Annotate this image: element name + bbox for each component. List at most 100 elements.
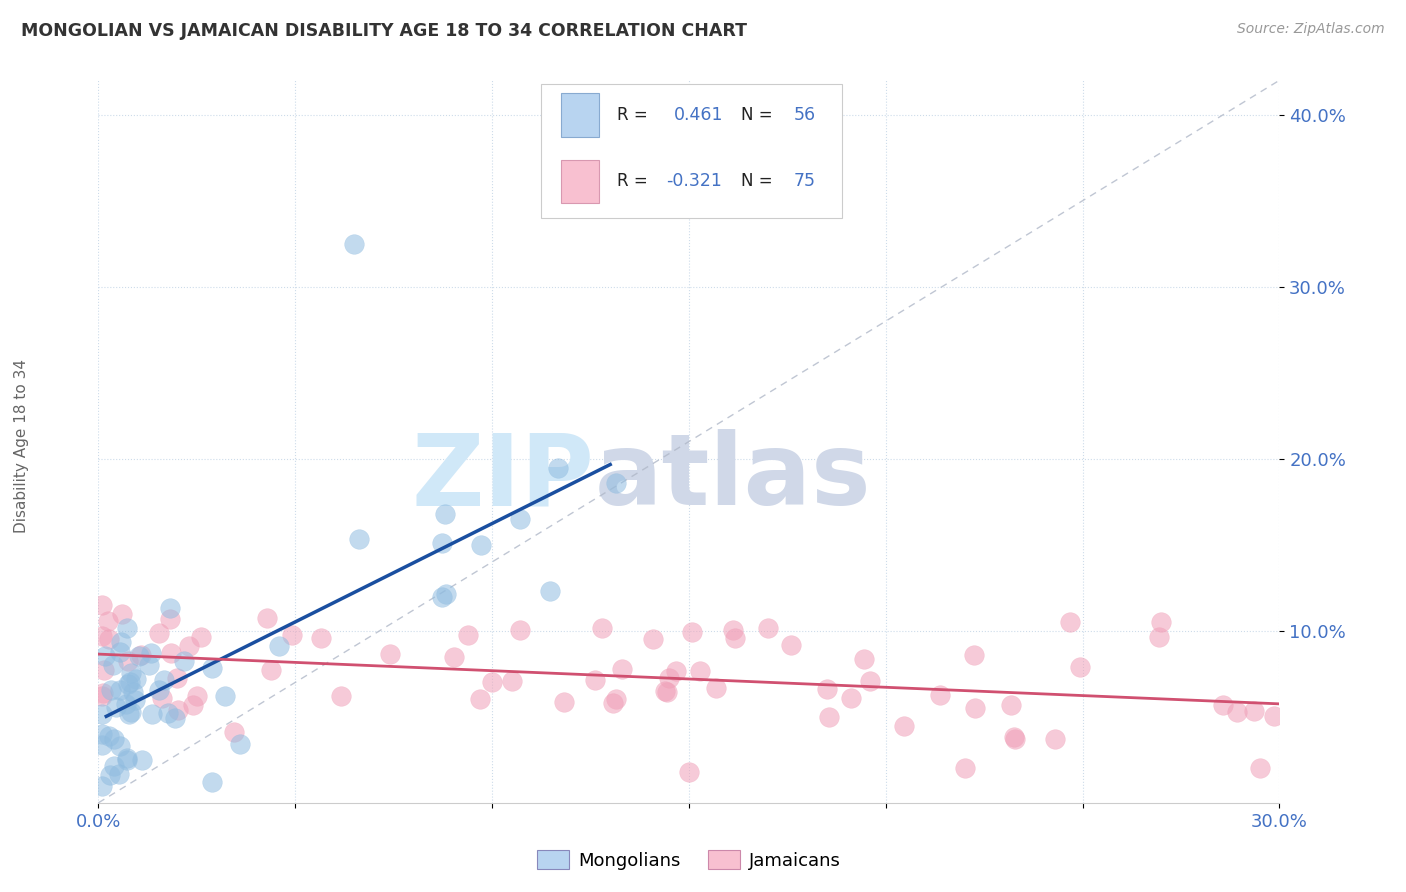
Point [91, 727, 114, 741]
Point [105, 700, 128, 714]
Point [853, 652, 876, 666]
Point [153, 673, 176, 687]
Point [329, 690, 352, 704]
Text: 0.461: 0.461 [673, 106, 723, 124]
Point [150, 690, 173, 705]
Point [655, 685, 678, 699]
Text: R =: R = [617, 106, 652, 124]
Point [124, 693, 146, 707]
Point [1149, 630, 1171, 644]
Point [122, 685, 145, 699]
Point [125, 672, 148, 686]
Point [481, 674, 503, 689]
Point [148, 626, 170, 640]
Point [118, 707, 141, 722]
Text: Disability Age 18 to 34: Disability Age 18 to 34 [14, 359, 28, 533]
Point [815, 681, 838, 696]
Point [780, 638, 803, 652]
Text: N =: N = [741, 172, 778, 190]
Point [654, 684, 676, 698]
Point [138, 657, 160, 672]
Point [602, 696, 624, 710]
Point [689, 664, 711, 678]
Point [148, 683, 170, 698]
Point [724, 632, 747, 646]
Point [110, 645, 132, 659]
Point [91, 707, 114, 722]
Point [117, 751, 139, 765]
Point [756, 621, 779, 635]
Point [186, 690, 208, 704]
Point [159, 601, 181, 615]
Point [166, 672, 188, 686]
Point [818, 710, 841, 724]
Point [97, 614, 120, 628]
Point [470, 691, 492, 706]
Point [103, 758, 125, 772]
Point [201, 775, 224, 789]
Point [165, 711, 187, 725]
Point [553, 695, 575, 709]
Point [665, 665, 688, 679]
Point [156, 706, 179, 720]
Point [214, 689, 236, 703]
Point [111, 607, 134, 621]
Point [97, 632, 120, 646]
Point [131, 752, 153, 766]
Point [91, 779, 114, 793]
Point [222, 724, 245, 739]
Point [259, 663, 281, 677]
Point [721, 624, 744, 638]
Point [129, 648, 152, 663]
Point [963, 648, 986, 662]
Point [583, 673, 606, 687]
Point [1243, 704, 1265, 718]
Point [343, 236, 366, 251]
Point [859, 673, 882, 688]
FancyBboxPatch shape [541, 84, 842, 218]
Point [139, 646, 162, 660]
Point [110, 682, 132, 697]
Point [1249, 761, 1271, 775]
Point [509, 623, 531, 637]
Point [91, 739, 114, 753]
Point [91, 629, 114, 643]
Point [141, 707, 163, 722]
Text: 75: 75 [794, 172, 815, 190]
Text: ZIP: ZIP [412, 429, 595, 526]
Point [704, 681, 727, 695]
Point [93, 663, 115, 677]
Point [256, 611, 278, 625]
Point [953, 761, 976, 775]
Point [120, 666, 142, 681]
Point [1004, 732, 1026, 747]
Legend: Mongolians, Jamaicans: Mongolians, Jamaicans [530, 843, 848, 877]
Point [929, 688, 952, 702]
Point [430, 535, 453, 549]
Point [311, 631, 333, 645]
Point [1263, 708, 1285, 723]
Point [91, 598, 114, 612]
Point [159, 612, 181, 626]
Point [267, 639, 290, 653]
Text: MONGOLIAN VS JAMAICAN DISABILITY AGE 18 TO 34 CORRELATION CHART: MONGOLIAN VS JAMAICAN DISABILITY AGE 18 … [21, 22, 747, 40]
Text: atlas: atlas [595, 429, 872, 526]
Point [103, 732, 125, 747]
Point [201, 661, 224, 675]
Point [434, 586, 457, 600]
Point [229, 738, 252, 752]
Point [641, 632, 664, 647]
Point [547, 461, 569, 475]
Point [678, 764, 700, 779]
Point [1212, 698, 1234, 713]
Point [839, 690, 862, 705]
Point [108, 767, 131, 781]
Point [538, 584, 561, 599]
Point [91, 685, 114, 699]
Point [591, 621, 613, 635]
Point [160, 646, 183, 660]
Point [91, 689, 114, 703]
Point [110, 634, 132, 648]
Point [117, 655, 139, 669]
Point [281, 627, 304, 641]
